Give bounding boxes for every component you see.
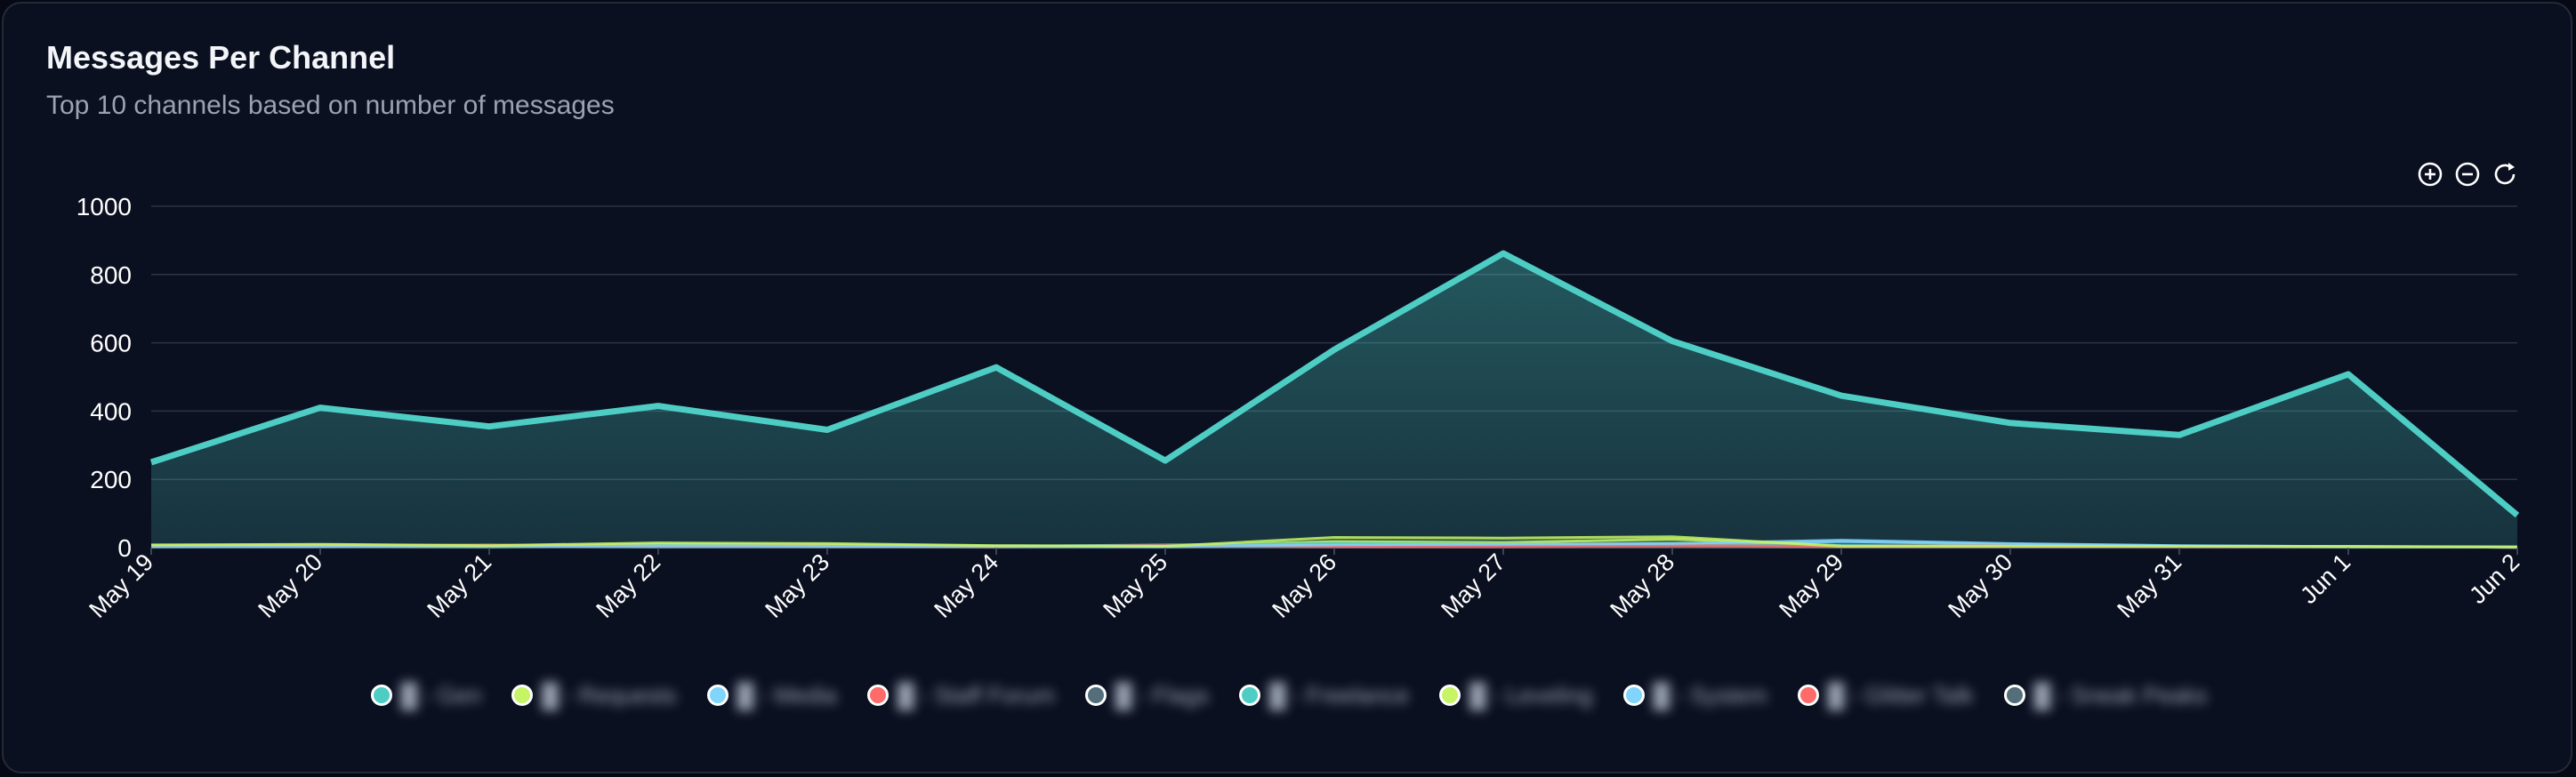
x-tick-label: May 24: [929, 549, 1003, 623]
legend-item[interactable]: █ - Sneak Peaks: [2003, 681, 2208, 709]
zoom-in-icon[interactable]: [2416, 160, 2444, 188]
x-tick-label: Jun 1: [2295, 549, 2355, 609]
x-tick-label: May 23: [760, 549, 834, 623]
legend-label: █ - Leveling: [1469, 681, 1593, 709]
legend-item[interactable]: █ - Requests: [511, 681, 677, 709]
y-tick-label: 1000: [76, 193, 132, 220]
x-tick-label: May 28: [1605, 549, 1679, 623]
legend-label: █ - Staff Forum: [898, 681, 1055, 709]
x-tick-label: May 25: [1098, 549, 1172, 623]
series-line: [150, 535, 2518, 549]
y-tick-label: 200: [90, 466, 132, 493]
x-tick-label: May 22: [591, 549, 665, 623]
x-tick-label: May 29: [1774, 549, 1848, 623]
legend-label: █ - Freelance: [1269, 681, 1410, 709]
legend-item[interactable]: █ - Media: [706, 681, 838, 709]
legend-label: █ - Requests: [542, 681, 677, 709]
legend-item[interactable]: █ - Staff Forum: [867, 682, 1055, 709]
chart-legend: █ - Gen █ - Requests █ - Media █ - Staff Fo…: [4, 672, 2574, 718]
legend-marker: [706, 685, 729, 706]
series-line: [150, 539, 2518, 549]
zoom-out-icon[interactable]: [2453, 160, 2482, 188]
x-tick-label: May 21: [422, 549, 496, 623]
series-line: [149, 250, 2520, 518]
chart-toolbar: [2416, 160, 2519, 188]
y-tick-label: 400: [90, 397, 132, 425]
legend-label: █ - Gen: [400, 681, 482, 709]
x-tick-label: Jun 2: [2464, 549, 2524, 609]
legend-label: █ - Glitter Talk: [1827, 681, 1974, 709]
legend-item[interactable]: █ - Glitter Talk: [1797, 681, 1974, 709]
series-area: [151, 253, 2517, 548]
legend-item[interactable]: █ - Leveling: [1439, 681, 1593, 709]
legend-marker: [370, 685, 392, 706]
legend-item[interactable]: █ - Freelance: [1239, 682, 1409, 709]
legend-marker: [1797, 685, 1819, 706]
legend-marker: [1084, 685, 1107, 706]
x-tick-label: May 27: [1436, 549, 1510, 623]
legend-marker: [2003, 685, 2025, 706]
chart-subtitle: Top 10 channels based on number of messa…: [46, 91, 615, 120]
legend-label: █ - System: [1653, 681, 1767, 709]
y-tick-label: 600: [90, 330, 132, 357]
legend-marker: [1622, 685, 1645, 706]
legend-marker: [1239, 685, 1260, 706]
y-tick-label: 0: [117, 534, 132, 562]
legend-item[interactable]: █ - Gen: [370, 681, 482, 709]
x-tick-label: May 20: [253, 549, 327, 623]
x-tick-label: May 31: [2112, 549, 2186, 623]
x-tick-label: May 26: [1267, 549, 1341, 623]
legend-marker: [511, 685, 534, 706]
reset-icon[interactable]: [2491, 160, 2519, 188]
legend-marker: [1439, 685, 1461, 706]
y-tick-label: 800: [90, 261, 132, 289]
x-tick-label: May 30: [1943, 549, 2017, 623]
legend-marker: [867, 685, 890, 706]
legend-item[interactable]: █ - System: [1622, 681, 1767, 709]
legend-label: █ - Sneak Peaks: [2033, 681, 2208, 709]
legend-item[interactable]: █ - Flags: [1084, 681, 1209, 709]
chart-title: Messages Per Channel: [46, 39, 396, 76]
legend-label: █ - Media: [737, 681, 838, 709]
legend-label: █ - Flags: [1115, 681, 1209, 709]
